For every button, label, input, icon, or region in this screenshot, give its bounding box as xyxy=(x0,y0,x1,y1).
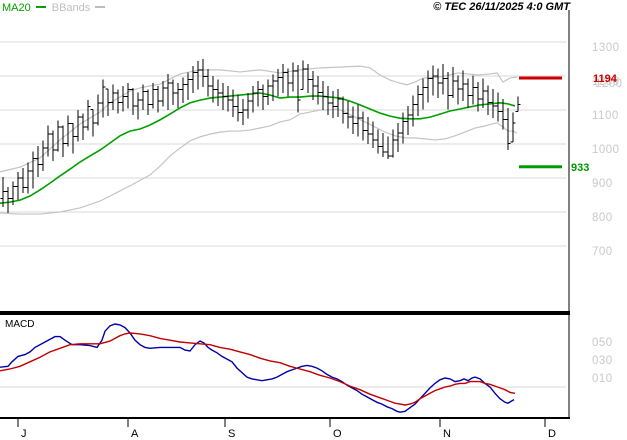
bbands-legend-label: BBands xyxy=(51,2,91,14)
chart-title: © TEC 26/11/2025 4:0 GMT xyxy=(433,1,570,13)
month-label: D xyxy=(548,428,556,440)
month-label: J xyxy=(21,428,27,440)
ma20-line xyxy=(0,92,516,204)
panel-separator xyxy=(0,311,570,315)
macd-axis-label: 050 xyxy=(592,337,613,349)
bbands-legend-dash-icon xyxy=(95,6,106,9)
price-axis-label: 1100 xyxy=(592,110,619,122)
ma20-legend-dash-icon xyxy=(35,6,46,9)
indicator-legend: MA20 BBands xyxy=(2,2,111,14)
month-label: O xyxy=(333,428,342,440)
price-axis-label: 1200 xyxy=(595,78,623,90)
price-axis-label: 1000 xyxy=(592,144,620,156)
price-axis-label: 900 xyxy=(592,178,613,190)
macd-panel-label: MACD xyxy=(5,319,35,330)
month-label: S xyxy=(228,428,235,440)
month-label: A xyxy=(131,428,139,440)
ma20-legend-label: MA20 xyxy=(2,2,31,14)
bollinger-lower-line xyxy=(0,108,518,215)
price-axis-label: 1300 xyxy=(592,42,620,54)
price-axis-label: 1200 xyxy=(592,76,620,88)
support-level-label: 933 xyxy=(571,162,589,174)
resistance-level-label: 1194 xyxy=(593,73,618,85)
month-label: N xyxy=(443,428,451,440)
price-axis-label: 700 xyxy=(592,246,613,258)
price-axis-label: 800 xyxy=(592,212,613,224)
macd-macd-line xyxy=(0,323,515,413)
macd-signal-line xyxy=(0,332,516,406)
macd-axis-label: 030 xyxy=(592,355,613,367)
macd-axis-label: 010 xyxy=(592,373,613,385)
resistance-level-line xyxy=(519,76,562,80)
support-level-line xyxy=(519,165,562,169)
